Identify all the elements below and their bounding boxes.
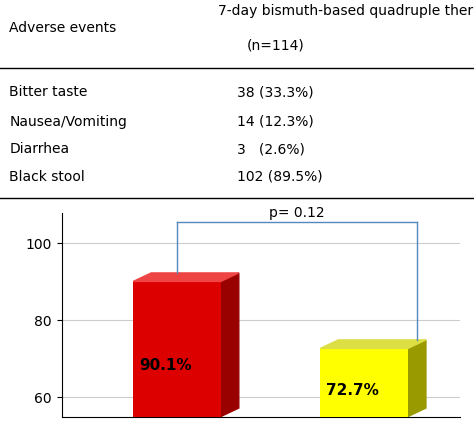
Text: 90.1%: 90.1% (139, 358, 192, 373)
Polygon shape (133, 273, 239, 281)
Text: 38 (33.3%): 38 (33.3%) (237, 85, 314, 99)
Text: Black stool: Black stool (9, 170, 85, 184)
Text: Diarrhea: Diarrhea (9, 142, 70, 156)
Text: 7-day bismuth-based quadruple therapy: 7-day bismuth-based quadruple therapy (218, 4, 474, 18)
Text: 14 (12.3%): 14 (12.3%) (237, 115, 314, 129)
Polygon shape (320, 340, 426, 348)
Polygon shape (408, 340, 426, 416)
Text: 102 (89.5%): 102 (89.5%) (237, 170, 323, 184)
Text: Adverse events: Adverse events (9, 21, 117, 35)
Text: (n=114): (n=114) (246, 38, 304, 52)
Text: 3   (2.6%): 3 (2.6%) (237, 142, 305, 156)
Text: Nausea/Vomiting: Nausea/Vomiting (9, 115, 128, 129)
Bar (320, 348, 408, 416)
Text: Bitter taste: Bitter taste (9, 85, 88, 99)
Text: 72.7%: 72.7% (327, 383, 379, 398)
Bar (133, 281, 221, 416)
Text: p= 0.12: p= 0.12 (269, 206, 325, 220)
Polygon shape (221, 273, 239, 416)
